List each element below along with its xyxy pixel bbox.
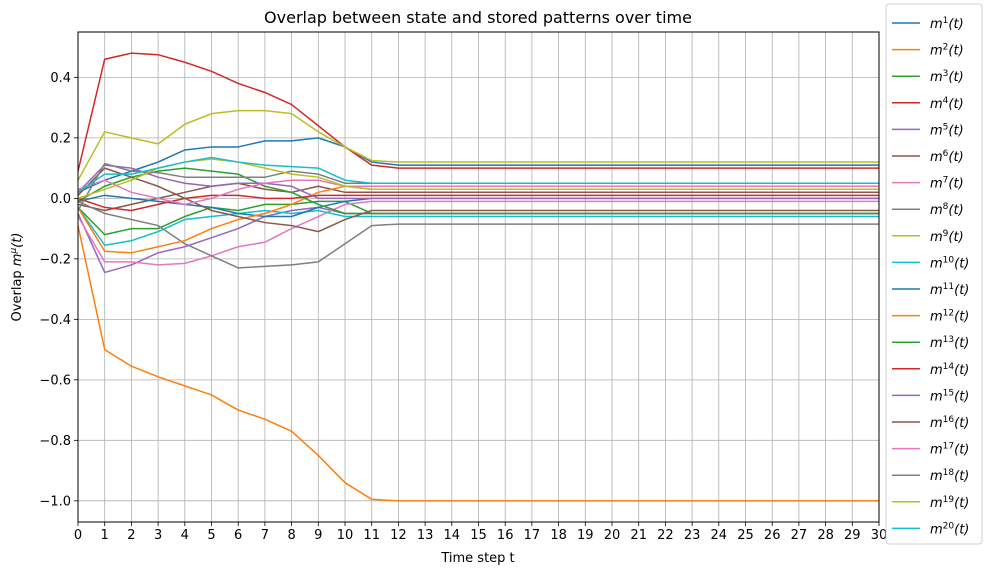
x-tick-label: 9 (314, 528, 322, 543)
series-lines (77, 52, 879, 502)
y-axis-label-suffix: (t) (10, 233, 25, 248)
legend-label-m18: m18(t) (930, 468, 969, 484)
x-tick-label: 10 (337, 528, 354, 543)
legend-label-m12: m12(t) (930, 309, 969, 325)
x-tick-label: 13 (417, 528, 434, 543)
x-tick-label: 5 (207, 528, 215, 543)
x-tick-label: 17 (524, 528, 541, 543)
chart-title: Overlap between state and stored pattern… (264, 8, 692, 27)
legend-label-m16: m16(t) (930, 415, 969, 431)
x-tick-label: 11 (363, 528, 380, 543)
y-tick-label: −0.4 (39, 313, 71, 328)
series-line-m19 (77, 158, 879, 200)
series-line-m17 (77, 179, 879, 206)
y-tick-label: −1.0 (39, 494, 71, 509)
series-line-m8 (77, 200, 879, 269)
legend-label-m20: m20(t) (930, 521, 969, 537)
x-tick-label: 7 (261, 528, 269, 543)
y-axis-label-sup: μ (9, 248, 19, 255)
x-tick-label: 20 (604, 528, 621, 543)
legend-label-m3: m3(t) (930, 69, 964, 85)
x-tick-label: 29 (844, 528, 861, 543)
x-tick-label: 27 (791, 528, 808, 543)
series-line-m13 (77, 167, 879, 215)
x-tick-label: 16 (497, 528, 514, 543)
x-tick-label: 0 (74, 528, 82, 543)
x-tick-label: 12 (390, 528, 407, 543)
y-axis-label: Overlap mμ(t) (9, 233, 25, 322)
y-axis-ticks: −1.0 −0.8 −0.6 −0.4 −0.2 0.0 0.2 0.4 (39, 71, 78, 509)
x-axis-label: Time step t (440, 551, 514, 566)
series-line-m20 (77, 156, 879, 193)
series-line-m2 (77, 225, 879, 502)
legend-label-m17: m17(t) (930, 442, 969, 458)
x-tick-label: 19 (577, 528, 594, 543)
x-tick-label: 14 (444, 528, 461, 543)
legend-label-m13: m13(t) (930, 335, 969, 351)
legend-label-m19: m19(t) (930, 495, 969, 511)
legend-label-m7: m7(t) (930, 176, 964, 192)
series-line-m15 (77, 164, 879, 200)
x-tick-label: 21 (630, 528, 647, 543)
legend-label-m9: m9(t) (930, 229, 964, 245)
x-tick-label: 28 (817, 528, 834, 543)
series-line-m4 (77, 52, 879, 172)
series-line-m14 (77, 194, 879, 212)
y-tick-label: −0.8 (39, 434, 71, 449)
legend-label-m4: m4(t) (930, 96, 964, 112)
legend-box (885, 3, 983, 545)
x-tick-label: 26 (764, 528, 781, 543)
y-tick-label: −0.2 (39, 252, 71, 267)
x-tick-label: 4 (181, 528, 189, 543)
x-tick-label: 22 (657, 528, 674, 543)
x-tick-label: 3 (154, 528, 162, 543)
y-axis-label-prefix: Overlap (10, 266, 25, 321)
x-axis-ticks: 0 1 2 3 4 5 6 7 8 9 10 11 12 13 14 15 16 17 18 19 20 21 22 23 24… (74, 522, 887, 543)
x-tick-label: 18 (550, 528, 567, 543)
x-tick-label: 15 (470, 528, 487, 543)
x-tick-label: 25 (737, 528, 754, 543)
x-tick-label: 2 (127, 528, 135, 543)
series-line-m10 (77, 206, 879, 246)
legend-label-m15: m15(t) (930, 388, 969, 404)
legend-label-m1: m1(t) (930, 16, 964, 32)
y-tick-label: 0.2 (50, 131, 71, 146)
y-tick-label: −0.6 (39, 373, 71, 388)
y-tick-label: 0.0 (50, 192, 71, 207)
legend-label-m11: m11(t) (930, 282, 969, 298)
series-line-m9 (77, 109, 879, 181)
legend-label-m5: m5(t) (930, 122, 964, 138)
y-axis-label-symbol: m (10, 254, 25, 267)
x-tick-label: 23 (684, 528, 701, 543)
x-tick-label: 30 (871, 528, 888, 543)
legend-label-m14: m14(t) (930, 362, 969, 378)
legend: m1(t) m2(t) m3(t) m4(t) m5(t) m6(t) m7(t) m8(t)… (885, 3, 983, 545)
legend-label-m2: m2(t) (930, 43, 964, 59)
x-tick-label: 6 (234, 528, 242, 543)
series-line-m16 (77, 167, 879, 233)
legend-label-m8: m8(t) (930, 202, 964, 218)
legend-label-m6: m6(t) (930, 149, 964, 165)
legend-label-m10: m10(t) (930, 255, 969, 271)
x-tick-label: 1 (101, 528, 109, 543)
series-line-m1 (77, 137, 879, 193)
x-tick-label: 8 (287, 528, 295, 543)
y-tick-label: 0.4 (50, 71, 71, 86)
x-tick-label: 24 (711, 528, 728, 543)
